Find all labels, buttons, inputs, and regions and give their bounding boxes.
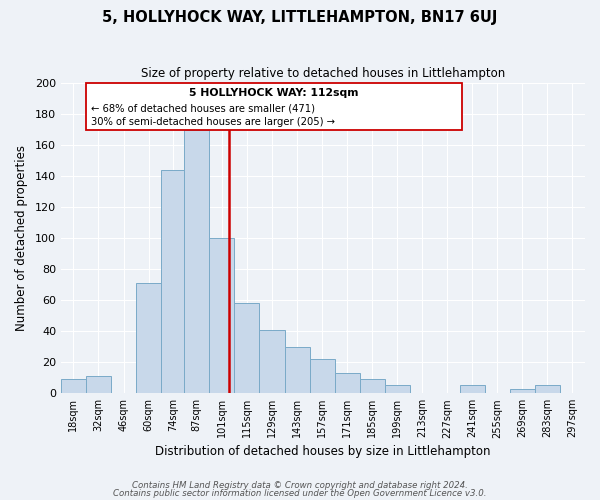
Bar — [510, 388, 535, 393]
Text: 5, HOLLYHOCK WAY, LITTLEHAMPTON, BN17 6UJ: 5, HOLLYHOCK WAY, LITTLEHAMPTON, BN17 6U… — [103, 10, 497, 25]
Title: Size of property relative to detached houses in Littlehampton: Size of property relative to detached ho… — [141, 68, 505, 80]
Bar — [259, 330, 284, 393]
Text: Contains public sector information licensed under the Open Government Licence v3: Contains public sector information licen… — [113, 489, 487, 498]
Bar — [310, 359, 335, 393]
Bar — [235, 304, 259, 393]
Bar — [359, 379, 385, 393]
Bar — [335, 373, 359, 393]
Text: 30% of semi-detached houses are larger (205) →: 30% of semi-detached houses are larger (… — [91, 117, 335, 127]
Bar — [460, 386, 485, 393]
Bar — [161, 170, 184, 393]
Bar — [385, 386, 410, 393]
Text: ← 68% of detached houses are smaller (471): ← 68% of detached houses are smaller (47… — [91, 103, 316, 113]
Bar — [184, 130, 209, 393]
Bar — [535, 386, 560, 393]
Bar — [284, 346, 310, 393]
Text: 5 HOLLYHOCK WAY: 112sqm: 5 HOLLYHOCK WAY: 112sqm — [189, 88, 359, 99]
Y-axis label: Number of detached properties: Number of detached properties — [15, 145, 28, 331]
FancyBboxPatch shape — [86, 83, 461, 130]
Bar — [86, 376, 111, 393]
X-axis label: Distribution of detached houses by size in Littlehampton: Distribution of detached houses by size … — [155, 444, 491, 458]
Bar — [61, 379, 86, 393]
Bar — [136, 283, 161, 393]
Text: Contains HM Land Registry data © Crown copyright and database right 2024.: Contains HM Land Registry data © Crown c… — [132, 480, 468, 490]
Bar — [209, 238, 235, 393]
